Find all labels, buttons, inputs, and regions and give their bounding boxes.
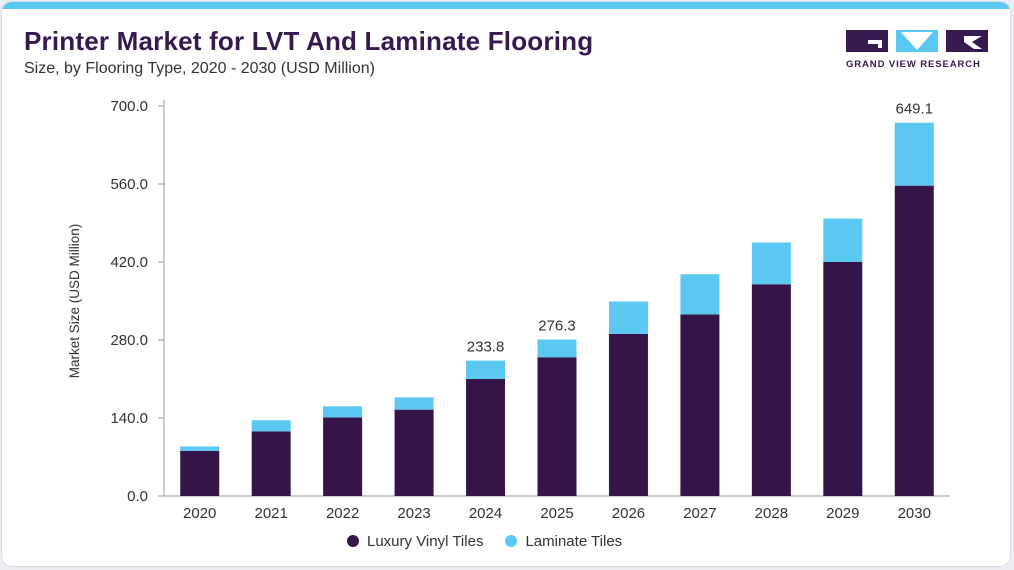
- y-tick-label: 0.0: [127, 488, 148, 505]
- bar-laminate-tiles-2023: [394, 397, 434, 410]
- accent-top-bar: [2, 2, 1010, 9]
- bar-luxury-vinyl-tiles-2022: [323, 417, 363, 496]
- x-tick-label: 2030: [898, 505, 931, 522]
- y-tick-label: 700.0: [110, 98, 148, 115]
- y-tick-label: 420.0: [110, 254, 148, 271]
- chart-title: Printer Market for LVT And Laminate Floo…: [24, 26, 594, 56]
- bar-luxury-vinyl-tiles-2025: [537, 357, 577, 496]
- x-tick-label: 2022: [326, 505, 359, 522]
- bar-laminate-tiles-2020: [180, 446, 220, 451]
- bar-luxury-vinyl-tiles-2026: [608, 333, 648, 496]
- bar-laminate-tiles-2024: [466, 360, 506, 379]
- bar-laminate-tiles-2030: [894, 122, 934, 186]
- x-tick-label: 2021: [254, 505, 287, 522]
- x-tick-label: 2028: [755, 505, 788, 522]
- x-tick-label: 2027: [683, 505, 716, 522]
- bar-luxury-vinyl-tiles-2020: [180, 450, 220, 496]
- bar-luxury-vinyl-tiles-2027: [680, 314, 720, 496]
- bar-luxury-vinyl-tiles-2023: [394, 409, 434, 496]
- y-tick-label: 560.0: [110, 176, 148, 193]
- x-tick-label: 2029: [826, 505, 859, 522]
- chart-legend: Luxury Vinyl Tiles Laminate Tiles: [347, 530, 644, 552]
- data-label-2030: 649.1: [895, 101, 933, 118]
- bar-laminate-tiles-2026: [608, 301, 648, 334]
- bar-laminate-tiles-2029: [823, 218, 863, 262]
- brand-logo: GRAND VIEW RESEARCH: [846, 28, 992, 72]
- legend-swatch: [347, 535, 359, 547]
- legend-label: Luxury Vinyl Tiles: [367, 532, 484, 550]
- x-tick-label: 2023: [397, 505, 430, 522]
- y-axis-title: Market Size (USD Million): [67, 224, 82, 379]
- bar-laminate-tiles-2021: [251, 420, 291, 432]
- brand-logo-mark: [846, 30, 988, 52]
- chart-subtitle: Size, by Flooring Type, 2020 - 2030 (USD…: [24, 60, 375, 77]
- bar-laminate-tiles-2028: [751, 242, 791, 285]
- legend-item-laminate-tiles: Laminate Tiles: [505, 533, 622, 550]
- bar-laminate-tiles-2027: [680, 274, 720, 315]
- data-label-2024: 233.8: [467, 339, 505, 356]
- data-label-2025: 276.3: [538, 317, 576, 334]
- x-tick-label: 2024: [469, 505, 502, 522]
- legend-label: Laminate Tiles: [525, 532, 623, 550]
- brand-name: GRAND VIEW RESEARCH: [846, 59, 981, 70]
- bar-laminate-tiles-2022: [323, 406, 363, 418]
- bar-laminate-tiles-2025: [537, 339, 577, 358]
- y-tick-label: 280.0: [110, 332, 148, 349]
- bar-luxury-vinyl-tiles-2028: [751, 284, 791, 496]
- bar-luxury-vinyl-tiles-2030: [894, 185, 934, 496]
- bar-luxury-vinyl-tiles-2024: [466, 379, 506, 496]
- legend-item-luxury-vinyl-tiles: Luxury Vinyl Tiles: [347, 533, 483, 550]
- x-tick-label: 2025: [540, 505, 573, 522]
- y-tick-label: 140.0: [110, 410, 148, 427]
- legend-swatch: [505, 535, 518, 547]
- x-tick-label: 2026: [612, 505, 645, 522]
- bar-luxury-vinyl-tiles-2029: [823, 262, 863, 496]
- bar-luxury-vinyl-tiles-2021: [251, 431, 291, 496]
- x-tick-label: 2020: [183, 505, 216, 522]
